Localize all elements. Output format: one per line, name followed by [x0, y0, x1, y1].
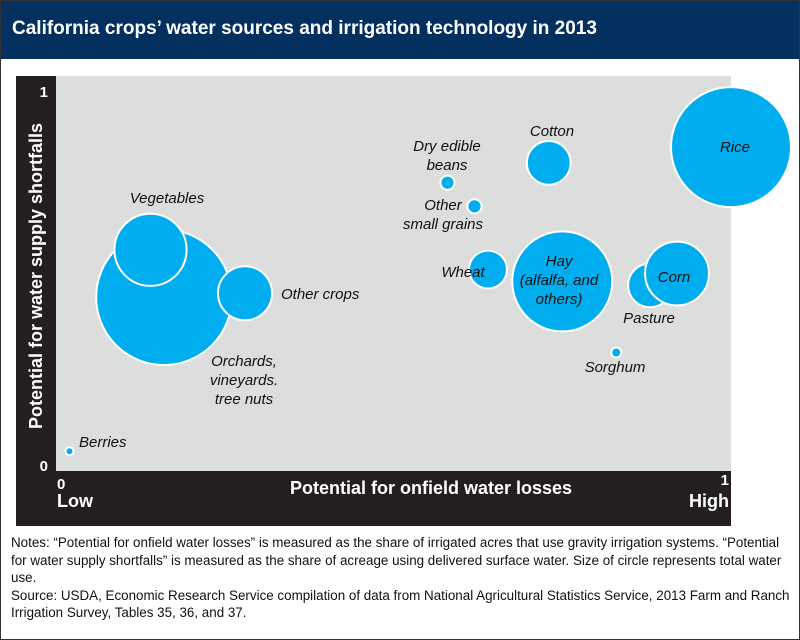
bubble-corn [644, 240, 710, 307]
bubble-label: beans [427, 157, 468, 174]
bubble-label: small grains [403, 216, 484, 233]
bubble-label: tree nuts [215, 391, 274, 408]
bubble-vegetables [113, 212, 188, 287]
title-bar: California crops’ water sources and irri… [1, 1, 799, 59]
y-tick-1: 1 [40, 84, 48, 101]
bubble-label: Wheat [441, 264, 485, 281]
bubble-label: Vegetables [130, 190, 205, 207]
bubble-label: Corn [658, 269, 691, 286]
y-axis-label: Potential for water supply shortfalls [26, 123, 46, 429]
bubble-label: Sorghum [585, 359, 646, 376]
x-high-label: High [689, 491, 729, 511]
x-low-label: Low [57, 491, 94, 511]
bubble-label: others) [536, 291, 583, 308]
bubble-label: (alfalfa, and [520, 272, 599, 289]
bubble-berries [64, 446, 75, 457]
bubble-label: Cotton [530, 123, 574, 140]
bubble-cotton [525, 139, 572, 186]
bubble-rice [670, 86, 792, 209]
notes-text: Notes: “Potential for onfield water loss… [11, 535, 782, 585]
notes: Notes: “Potential for onfield water loss… [11, 534, 796, 622]
bubble-label: Rice [720, 139, 750, 156]
y-tick-0: 0 [40, 458, 48, 475]
x-tick-1: 1 [721, 472, 729, 489]
bubble-label: Dry edible [413, 138, 481, 155]
bubble-hay-alfalfa-and-others [511, 230, 614, 333]
source-text: Source: USDA, Economic Research Service … [11, 587, 790, 621]
bubble-other-small-grains [466, 198, 483, 215]
x-axis-label: Potential for onfield water losses [290, 478, 572, 498]
bubble-wheat [468, 249, 508, 290]
bubble-label: Hay [546, 253, 574, 270]
bubble-label: vineyards. [210, 372, 278, 389]
bubble-label: Orchards, [211, 353, 277, 370]
bubble-dry-edible-beans [439, 174, 456, 191]
bubble-sorghum [610, 346, 623, 359]
chart-title: California crops’ water sources and irri… [12, 18, 597, 39]
x-tick-0: 0 [57, 476, 65, 493]
bubble-other-crops [216, 265, 274, 322]
bubble-label: Berries [79, 434, 127, 451]
bubble-label: Other [424, 197, 463, 214]
bubble-label: Pasture [623, 310, 675, 327]
bubble-label: Other crops [281, 286, 360, 303]
